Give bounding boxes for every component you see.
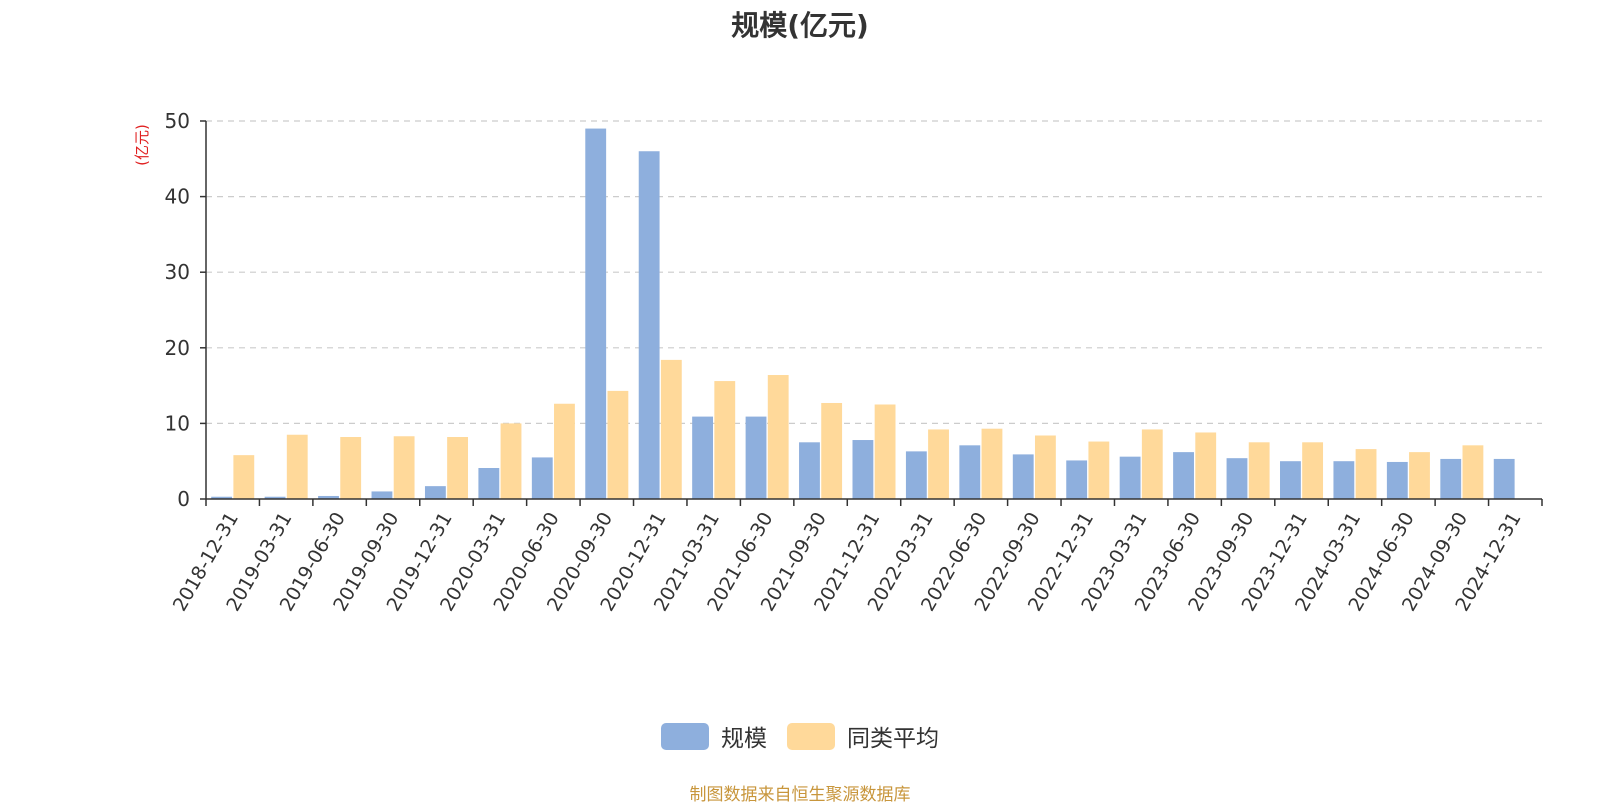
bar-scale-2021-12-31[interactable]: [852, 440, 874, 499]
legend-item-category-average[interactable]: 同类平均: [787, 719, 939, 753]
legend: 规模 同类平均: [0, 719, 1600, 753]
source-note: 制图数据来自恒生聚源数据库: [689, 785, 911, 805]
bar-scale-2024-09-30[interactable]: [1440, 458, 1462, 499]
bar-category-average-2019-12-31[interactable]: [447, 437, 468, 499]
legend-label-scale: 规模: [721, 726, 767, 752]
bar-scale-2024-12-31[interactable]: [1493, 458, 1515, 499]
y-tick-label: 50: [165, 109, 190, 133]
bar-category-average-2024-06-30[interactable]: [1409, 452, 1430, 499]
bar-scale-2020-06-30[interactable]: [531, 457, 553, 499]
bar-scale-2019-06-30[interactable]: [318, 495, 339, 499]
bar-scale-2019-03-31[interactable]: [264, 496, 286, 499]
legend-label-category-average: 同类平均: [847, 726, 939, 752]
gridlines: [206, 120, 1542, 424]
bar-category-average-2019-03-31[interactable]: [286, 434, 308, 499]
bar-scale-2020-12-31[interactable]: [638, 151, 660, 500]
bar-scale-2023-06-30[interactable]: [1173, 452, 1194, 499]
bar-scale-2023-12-31[interactable]: [1280, 461, 1301, 499]
bar-category-average-2018-12-31[interactable]: [233, 455, 255, 499]
bar-category-average-2020-03-31[interactable]: [500, 423, 522, 499]
bar-scale-2018-12-31[interactable]: [211, 496, 233, 499]
bar-scale-2022-09-30[interactable]: [1012, 454, 1034, 499]
y-tick-label: 10: [165, 411, 190, 435]
y-tick-label: 40: [165, 185, 190, 209]
bar-scale-2022-03-31[interactable]: [905, 451, 927, 499]
bar-category-average-2020-12-31[interactable]: [660, 359, 682, 499]
bar-category-average-2022-12-31[interactable]: [1088, 441, 1110, 499]
bar-category-average-2023-12-31[interactable]: [1302, 442, 1324, 499]
y-tick-label: 20: [165, 336, 190, 360]
bar-category-average-2020-06-30[interactable]: [554, 403, 575, 499]
bar-scale-2019-12-31[interactable]: [424, 486, 446, 499]
bar-category-average-2021-12-31[interactable]: [874, 404, 896, 500]
bar-chart: 0 10 20 30 40 50 2018-12-312019-03-312019-06-…: [133, 109, 1543, 615]
bar-category-average-2019-06-30[interactable]: [340, 437, 362, 499]
bar-category-average-2022-09-30[interactable]: [1034, 435, 1056, 499]
bar-category-average-2021-06-30[interactable]: [767, 375, 789, 499]
bar-category-average-2023-09-30[interactable]: [1248, 442, 1270, 499]
legend-swatch-category-average: [787, 722, 835, 750]
x-tick-labels: 2018-12-312019-03-312019-06-302019-09-30…: [169, 508, 1526, 615]
bar-scale-2023-03-31[interactable]: [1119, 456, 1141, 499]
legend-item-scale[interactable]: 规模: [661, 719, 767, 753]
y-tick-label: 30: [165, 260, 190, 284]
bar-scale-2020-03-31[interactable]: [478, 468, 500, 499]
axes: [200, 120, 1543, 506]
bar-category-average-2021-03-31[interactable]: [714, 381, 736, 499]
bar-scale-2022-12-31[interactable]: [1066, 460, 1088, 499]
bar-category-average-2024-09-30[interactable]: [1462, 445, 1484, 499]
bar-category-average-2023-03-31[interactable]: [1141, 429, 1163, 499]
y-tick-labels: 0 10 20 30 40 50: [165, 109, 190, 511]
bar-category-average-2023-06-30[interactable]: [1195, 432, 1217, 499]
bar-scale-2024-06-30[interactable]: [1386, 461, 1408, 499]
bar-category-average-2020-09-30[interactable]: [607, 390, 629, 499]
bar-category-average-2022-06-30[interactable]: [981, 428, 1003, 499]
bar-scale-2021-09-30[interactable]: [799, 442, 820, 499]
bar-scale-2023-09-30[interactable]: [1226, 458, 1248, 499]
bar-scale-2022-06-30[interactable]: [959, 445, 981, 499]
bar-category-average-2021-09-30[interactable]: [821, 402, 843, 499]
bar-scale-2024-03-31[interactable]: [1333, 461, 1355, 499]
y-axis-unit: (亿元): [133, 124, 151, 166]
bar-category-average-2019-09-30[interactable]: [393, 436, 415, 499]
y-tick-label: 0: [177, 487, 190, 511]
legend-swatch-scale: [661, 722, 709, 750]
chart-title: 规模(亿元): [731, 9, 869, 42]
bar-scale-2019-09-30[interactable]: [371, 491, 393, 499]
bar-scale-2020-09-30[interactable]: [585, 128, 607, 499]
bar-scale-2021-06-30[interactable]: [745, 416, 767, 499]
bar-scale-2021-03-31[interactable]: [692, 416, 714, 499]
bar-category-average-2024-03-31[interactable]: [1355, 449, 1377, 499]
bar-category-average-2022-03-31[interactable]: [928, 429, 949, 499]
bars: [211, 128, 1515, 500]
